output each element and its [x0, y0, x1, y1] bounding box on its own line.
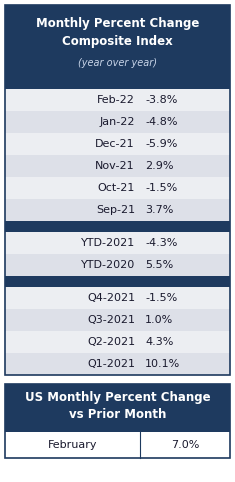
Text: Composite Index: Composite Index	[62, 35, 173, 48]
Text: Q4-2021: Q4-2021	[87, 293, 135, 303]
Text: 3.7%: 3.7%	[145, 205, 173, 215]
Text: Q1-2021: Q1-2021	[87, 359, 135, 369]
Bar	[5, 155, 230, 177]
Text: Feb-22: Feb-22	[97, 95, 135, 105]
Text: vs Prior Month: vs Prior Month	[69, 409, 166, 421]
Text: Dec-21: Dec-21	[95, 139, 135, 149]
Text: -4.8%: -4.8%	[145, 117, 177, 127]
Text: YTD-2020: YTD-2020	[81, 260, 135, 270]
Bar	[5, 111, 230, 133]
Text: Oct-21: Oct-21	[98, 183, 135, 193]
Bar	[5, 254, 230, 276]
Text: 7.0%: 7.0%	[171, 440, 199, 450]
Text: 2.9%: 2.9%	[145, 161, 173, 171]
Bar	[5, 199, 230, 221]
Text: Sep-21: Sep-21	[96, 205, 135, 215]
Text: 1.0%: 1.0%	[145, 315, 173, 325]
Text: -5.9%: -5.9%	[145, 139, 177, 149]
Text: -1.5%: -1.5%	[145, 183, 177, 193]
Text: February: February	[48, 440, 97, 450]
Bar	[5, 5, 230, 89]
Bar	[5, 276, 230, 287]
Text: -3.8%: -3.8%	[145, 95, 177, 105]
Bar	[5, 353, 230, 375]
Bar	[5, 384, 230, 458]
Bar	[5, 287, 230, 309]
Text: Jan-22: Jan-22	[99, 117, 135, 127]
Text: YTD-2021: YTD-2021	[81, 238, 135, 248]
Text: Nov-21: Nov-21	[95, 161, 135, 171]
Bar	[5, 232, 230, 254]
Text: -1.5%: -1.5%	[145, 293, 177, 303]
Text: (year over year): (year over year)	[78, 58, 157, 68]
Bar	[5, 221, 230, 232]
Bar	[5, 5, 230, 375]
Text: 5.5%: 5.5%	[145, 260, 173, 270]
Text: 4.3%: 4.3%	[145, 337, 173, 347]
Bar	[5, 133, 230, 155]
Bar	[5, 89, 230, 111]
Text: -4.3%: -4.3%	[145, 238, 177, 248]
Text: Monthly Percent Change: Monthly Percent Change	[36, 16, 199, 29]
Text: Q2-2021: Q2-2021	[87, 337, 135, 347]
Bar	[5, 309, 230, 331]
Bar	[5, 331, 230, 353]
Bar	[5, 177, 230, 199]
Text: US Monthly Percent Change: US Monthly Percent Change	[25, 391, 210, 404]
Text: Q3-2021: Q3-2021	[87, 315, 135, 325]
Bar	[5, 384, 230, 432]
Bar	[5, 432, 230, 458]
Text: 10.1%: 10.1%	[145, 359, 180, 369]
